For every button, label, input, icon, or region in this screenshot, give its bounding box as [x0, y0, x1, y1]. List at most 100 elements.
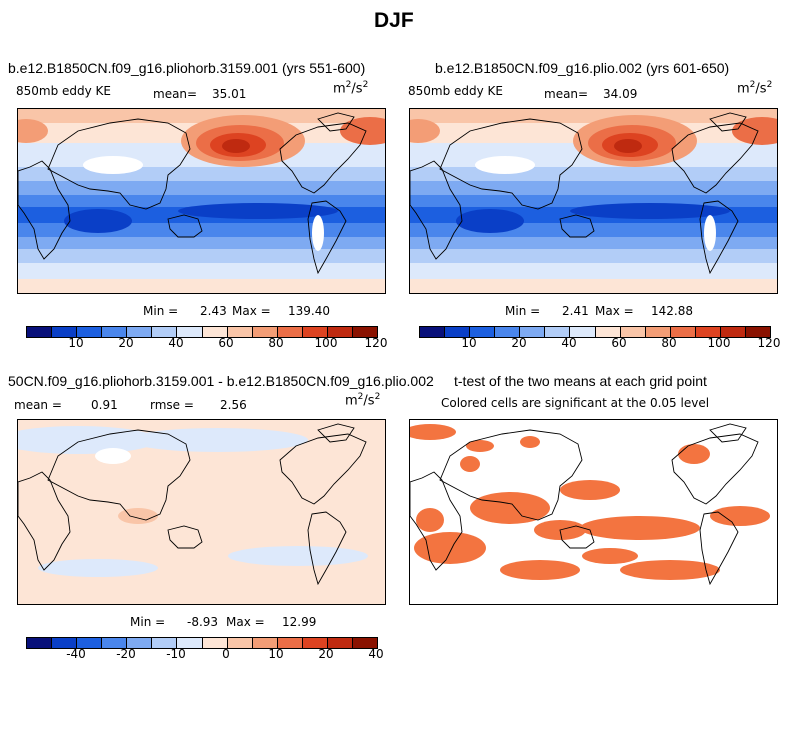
- coastline: [671, 433, 759, 505]
- panel3-heatmap: [18, 420, 385, 604]
- significant-region: [460, 456, 480, 472]
- colorbar-swatch: [302, 327, 328, 337]
- significant-region: [414, 532, 486, 564]
- eke-band: [18, 167, 385, 181]
- colorbar-swatch: [227, 638, 253, 648]
- significant-region: [580, 516, 700, 540]
- colorbar-swatch: [77, 638, 103, 648]
- colorbar-swatch: [470, 327, 496, 337]
- colorbar-tick-label: 0: [222, 647, 230, 661]
- colorbar-tick-label: 20: [118, 336, 134, 350]
- panel1-title: b.e12.B1850CN.f09_g16.pliohorb.3159.001 …: [8, 60, 366, 76]
- colorbar-tick-label: -10: [166, 647, 186, 661]
- coastline: [709, 112, 747, 132]
- colorbar-tick-label: 80: [268, 336, 284, 350]
- pacific-storm-track: [222, 139, 250, 153]
- colorbar-tick-label: 40: [561, 336, 577, 350]
- colorbar-tick-label: 60: [218, 336, 234, 350]
- coastline: [18, 160, 71, 260]
- colorbar-tick-label: 10: [268, 647, 284, 661]
- colorbar-swatch: [77, 327, 103, 337]
- masked-terrain: [704, 215, 716, 251]
- colorbar-tick-label: 60: [611, 336, 627, 350]
- colorbar-swatch: [177, 638, 203, 648]
- colorbar-tick-label: 120: [757, 336, 781, 350]
- masked-terrain: [95, 448, 131, 464]
- colorbar-swatch: [127, 638, 153, 648]
- coastline: [410, 471, 463, 571]
- panel1-colorbar-ticks: 10 20 40 60 80 100 120: [26, 336, 387, 352]
- panel2-mean-value: 34.09: [603, 87, 638, 101]
- diff-negative-region: [18, 426, 158, 454]
- panel1-max-value: 139.40: [288, 304, 330, 318]
- panel1-heatmap: [18, 109, 385, 293]
- atlantic-storm-track: [410, 119, 440, 143]
- diff-negative-region: [228, 546, 368, 566]
- colorbar-tick-label: 120: [364, 336, 388, 350]
- colorbar-swatch: [277, 327, 303, 337]
- eke-band: [410, 237, 777, 249]
- coastline: [559, 214, 595, 238]
- panel4-significance-map: [410, 420, 777, 604]
- coastline: [709, 423, 747, 443]
- significant-region: [410, 424, 456, 440]
- panel3-mean-value: 0.91: [91, 398, 118, 412]
- colorbar-swatch: [620, 327, 646, 337]
- colorbar-swatch: [177, 327, 203, 337]
- eke-band: [410, 167, 777, 181]
- colorbar-swatch: [127, 327, 153, 337]
- eke-band: [410, 181, 777, 195]
- panel1-map: [17, 108, 386, 294]
- colorbar-swatch: [27, 327, 53, 337]
- panel4-map: [409, 419, 778, 605]
- colorbar-swatch: [595, 327, 621, 337]
- tropical-minimum: [456, 209, 524, 233]
- tropical-minimum: [570, 203, 730, 219]
- eke-band: [18, 263, 385, 279]
- colorbar-swatch: [52, 327, 78, 337]
- atlantic-storm-track: [18, 119, 48, 143]
- colorbar-swatch: [695, 327, 721, 337]
- coastline: [439, 429, 583, 521]
- significant-region: [560, 480, 620, 500]
- figure-title: DJF: [374, 9, 414, 32]
- eke-band: [410, 263, 777, 279]
- coastline: [167, 214, 203, 238]
- colorbar-swatch: [645, 327, 671, 337]
- colorbar-swatch: [252, 638, 278, 648]
- eke-band: [18, 249, 385, 263]
- coastline: [307, 511, 347, 586]
- diff-positive-region: [118, 508, 158, 524]
- colorbar-swatch: [202, 638, 228, 648]
- colorbar-tick-label: 100: [314, 336, 338, 350]
- colorbar-tick-label: 20: [511, 336, 527, 350]
- colorbar-swatch: [102, 638, 128, 648]
- colorbar-swatch: [420, 327, 446, 337]
- panel2-min-value: 2.41: [562, 304, 589, 318]
- colorbar-swatch: [353, 327, 378, 337]
- colorbar-swatch: [746, 327, 771, 337]
- panel1-min-label: Min =: [143, 304, 179, 318]
- colorbar-swatch: [152, 638, 178, 648]
- panel2-title: b.e12.B1850CN.f09_g16.plio.002 (yrs 601-…: [435, 60, 730, 76]
- colorbar-swatch: [570, 327, 596, 337]
- coastline: [671, 122, 759, 194]
- significant-region: [470, 492, 550, 524]
- eke-band: [410, 109, 777, 123]
- colorbar-swatch: [227, 327, 253, 337]
- colorbar-swatch: [102, 327, 128, 337]
- panel1-units: m2/s2: [333, 80, 369, 97]
- panel2-colorbar: [419, 326, 771, 338]
- eke-band: [410, 195, 777, 207]
- panel2-max-value: 142.88: [651, 304, 693, 318]
- colorbar-swatch: [302, 638, 328, 648]
- colorbar-swatch: [327, 327, 354, 337]
- significant-region: [520, 436, 540, 448]
- colorbar-tick-label: 80: [661, 336, 677, 350]
- colorbar-swatch: [327, 638, 354, 648]
- significant-region: [620, 560, 720, 580]
- significant-region: [416, 508, 444, 532]
- colorbar-tick-label: 10: [68, 336, 84, 350]
- panel1-colorbar: [26, 326, 378, 338]
- coastline: [279, 433, 367, 505]
